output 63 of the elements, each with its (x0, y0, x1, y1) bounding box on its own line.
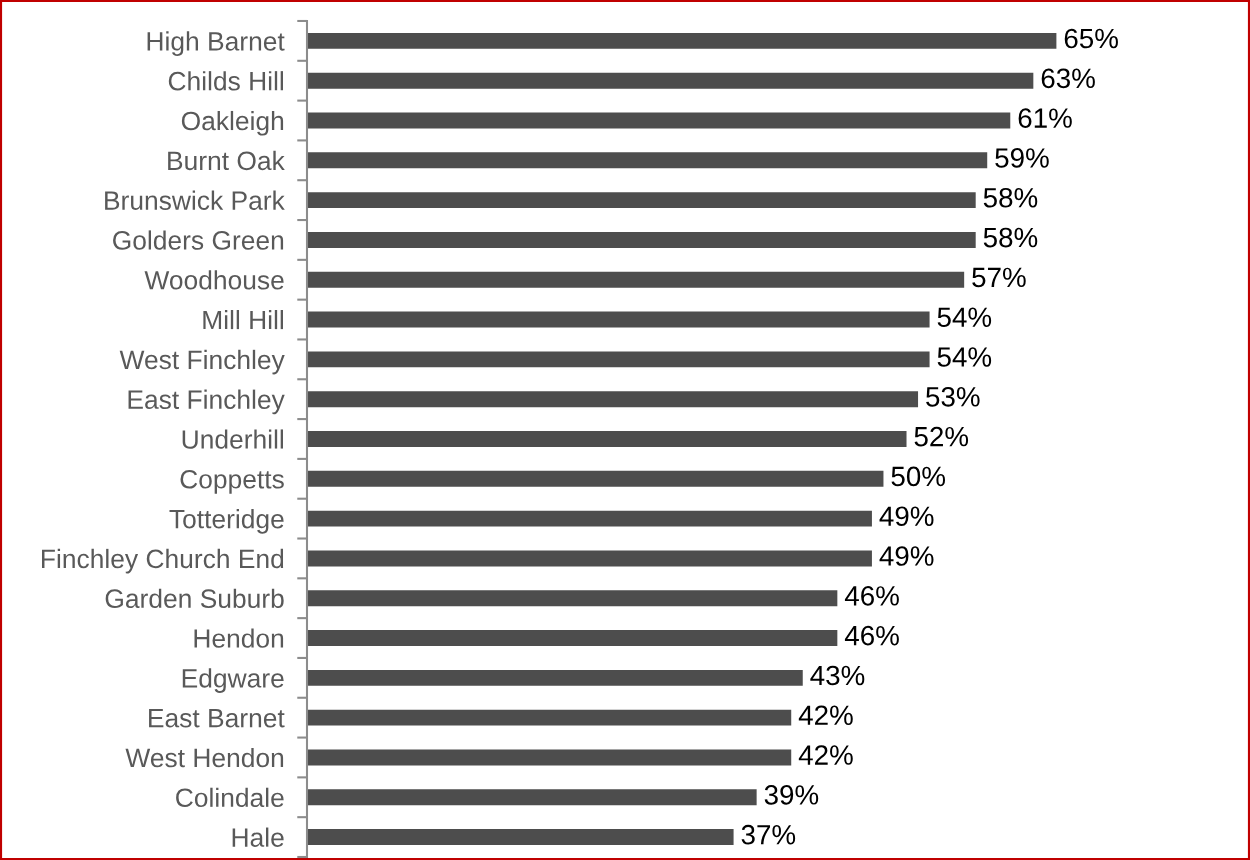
bar (307, 271, 965, 288)
bar (307, 510, 872, 527)
data-label: 46% (844, 625, 899, 646)
bar (307, 630, 838, 646)
bar (307, 192, 976, 209)
y-tick-label: Mill Hill (203, 310, 284, 330)
y-tick-label: Childs Hill (168, 71, 284, 91)
bar (307, 231, 976, 248)
data-label: 46% (844, 586, 899, 606)
data-label: 39% (764, 785, 819, 805)
y-tick-label: Finchley Church End (42, 548, 284, 574)
data-label: 58% (983, 227, 1038, 248)
y-tick-label: Underhill (182, 429, 284, 449)
bar (307, 749, 792, 766)
y-tick-label: Oakleigh (181, 110, 284, 136)
bar (307, 709, 792, 726)
y-tick-label: High Barnet (147, 31, 285, 56)
bar (307, 152, 988, 169)
bar (307, 32, 1057, 49)
data-label: 49% (879, 546, 934, 566)
data-label: 43% (810, 665, 865, 686)
data-label: 42% (798, 745, 853, 765)
y-tick-label: Totteridge (169, 509, 284, 534)
y-tick-label: Golders Green (113, 230, 284, 250)
y-tick-label: Brunswick Park (105, 190, 285, 210)
y-tick-label: Hendon (194, 628, 284, 648)
data-label: 37% (741, 824, 796, 845)
data-label: 49% (879, 506, 934, 527)
bar (307, 789, 757, 806)
y-tick-label: East Barnet (149, 709, 285, 728)
y-tick-label: Burnt Oak (168, 150, 285, 171)
data-label: 58% (983, 187, 1038, 208)
y-tick-label: Woodhouse (144, 270, 284, 290)
bar (307, 391, 919, 408)
y-tick-label: Hale (232, 827, 284, 847)
data-label: 54% (937, 347, 992, 367)
bar (307, 431, 907, 447)
bar (307, 550, 872, 567)
data-label: 54% (937, 307, 992, 328)
bar (307, 470, 884, 487)
bar (307, 311, 930, 328)
data-label: 65% (1064, 28, 1118, 49)
bar (307, 112, 1011, 129)
y-tick-label: Colindale (176, 787, 284, 808)
bar (307, 829, 734, 846)
data-label: 59% (995, 148, 1049, 168)
bar (307, 590, 838, 607)
bar (307, 669, 803, 686)
bar (307, 351, 930, 368)
data-label: 50% (891, 466, 946, 487)
y-tick-label: West Hendon (125, 747, 284, 768)
y-tick-label: Coppetts (180, 469, 284, 494)
data-label: 42% (798, 705, 853, 725)
y-tick-label: West Finchley (119, 349, 285, 375)
data-label: 63% (1041, 68, 1095, 89)
y-tick-label: Garden Suburb (105, 588, 284, 609)
data-label: 57% (972, 267, 1026, 288)
data-label: 53% (926, 386, 980, 407)
y-tick-label: East Finchley (128, 389, 285, 415)
data-label: 61% (1018, 108, 1072, 128)
data-label: 52% (914, 426, 969, 447)
bar (307, 72, 1034, 89)
y-tick-label: Edgware (182, 668, 284, 693)
